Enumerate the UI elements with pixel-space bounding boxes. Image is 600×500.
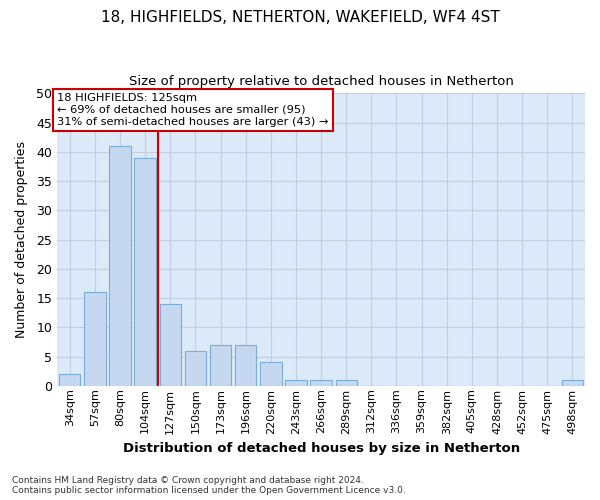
Text: 18, HIGHFIELDS, NETHERTON, WAKEFIELD, WF4 4ST: 18, HIGHFIELDS, NETHERTON, WAKEFIELD, WF… [101, 10, 499, 25]
Bar [185, 350, 206, 386]
Bar [335, 380, 357, 386]
Y-axis label: Number of detached properties: Number of detached properties [15, 141, 28, 338]
Title: Size of property relative to detached houses in Netherton: Size of property relative to detached ho… [128, 75, 514, 88]
Bar [84, 292, 106, 386]
Text: Contains HM Land Registry data © Crown copyright and database right 2024.
Contai: Contains HM Land Registry data © Crown c… [12, 476, 406, 495]
Bar [260, 362, 281, 386]
Bar [160, 304, 181, 386]
Bar [109, 146, 131, 386]
Bar [310, 380, 332, 386]
Bar [562, 380, 583, 386]
Bar [210, 345, 231, 386]
Bar [235, 345, 256, 386]
X-axis label: Distribution of detached houses by size in Netherton: Distribution of detached houses by size … [122, 442, 520, 455]
Bar [134, 158, 156, 386]
Text: 18 HIGHFIELDS: 125sqm
← 69% of detached houses are smaller (95)
31% of semi-deta: 18 HIGHFIELDS: 125sqm ← 69% of detached … [57, 94, 329, 126]
Bar [285, 380, 307, 386]
Bar [59, 374, 80, 386]
